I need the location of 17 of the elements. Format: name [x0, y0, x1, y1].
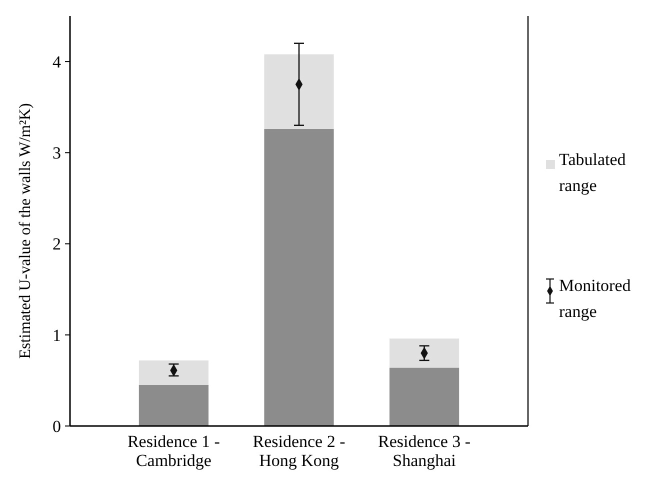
y-tick-label: 1 [52, 326, 61, 345]
x-tick-label: Residence 1 - Cambridge [127, 432, 220, 470]
y-axis-title: Estimated U-value of the walls W/m²K) [17, 103, 34, 359]
x-tick-label: Residence 2 - Hong Kong [252, 432, 346, 470]
bar [389, 338, 460, 368]
y-tick-label: 2 [52, 234, 61, 254]
bar [264, 128, 334, 426]
bar [138, 360, 209, 385]
legend-label: Tabulated range [559, 150, 626, 195]
bar [264, 54, 334, 129]
y-tick-label: 3 [52, 144, 61, 163]
legend-label: Monitored range [559, 276, 632, 321]
y-tick-label: 4 [52, 52, 62, 72]
bar [389, 368, 460, 426]
bar [138, 385, 209, 426]
y-tick-label: 0 [52, 416, 61, 436]
x-tick-label: Residence 3 - Shanghai [378, 432, 471, 470]
